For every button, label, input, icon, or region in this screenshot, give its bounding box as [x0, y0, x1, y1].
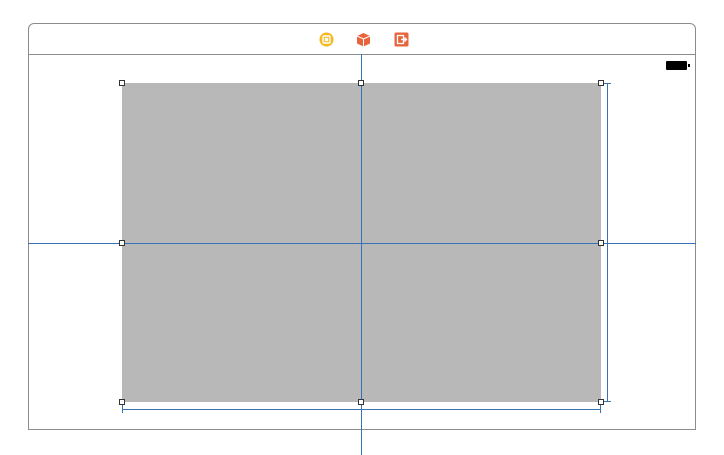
width-dimension-line: [122, 409, 601, 410]
width-dimension-cap-right: [600, 405, 601, 413]
resize-handle-bottom[interactable]: [358, 399, 364, 405]
height-dimension-cap-bottom: [603, 401, 611, 402]
horizontal-center-guide: [28, 243, 696, 244]
resize-handle-right[interactable]: [598, 240, 604, 246]
resize-handle-bottom-left[interactable]: [119, 399, 125, 405]
resize-handle-top-right[interactable]: [598, 80, 604, 86]
view-controller-icon[interactable]: [319, 32, 334, 47]
exit-icon[interactable]: [394, 32, 409, 47]
battery-icon: [666, 61, 690, 70]
vertical-center-guide: [361, 54, 362, 455]
height-dimension-line: [607, 83, 608, 402]
width-dimension-cap-left: [122, 405, 123, 413]
resize-handle-bottom-right[interactable]: [598, 399, 604, 405]
resize-handle-top[interactable]: [358, 80, 364, 86]
first-responder-icon[interactable]: [356, 32, 371, 47]
scene-dock: [29, 24, 695, 55]
resize-handle-left[interactable]: [119, 240, 125, 246]
resize-handle-top-left[interactable]: [119, 80, 125, 86]
height-dimension-cap-top: [603, 83, 611, 84]
